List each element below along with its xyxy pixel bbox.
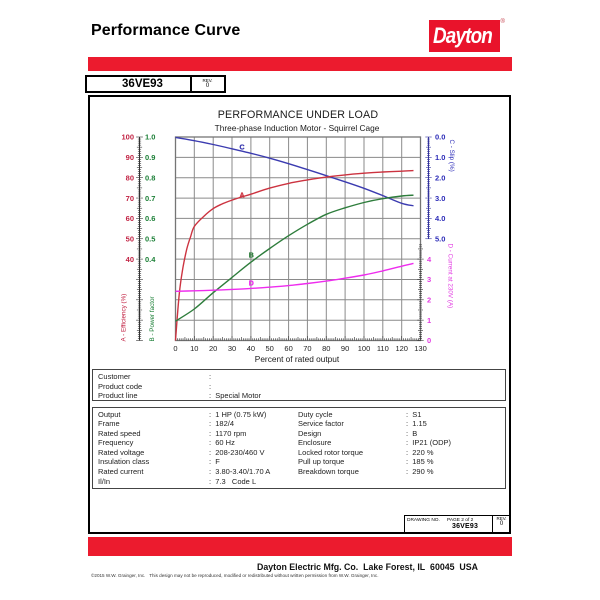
svg-text:110: 110: [377, 344, 389, 353]
svg-text:70: 70: [126, 194, 134, 203]
svg-text:90: 90: [341, 344, 349, 353]
svg-text:D - Current at 230V (A): D - Current at 230V (A): [447, 244, 454, 309]
svg-text:A - Efficiency (%): A - Efficiency (%): [121, 294, 128, 342]
svg-text:60: 60: [284, 344, 292, 353]
svg-text:D: D: [249, 281, 254, 288]
svg-text:30: 30: [228, 344, 236, 353]
svg-text:5.0: 5.0: [435, 235, 445, 244]
svg-text:C: C: [240, 145, 245, 152]
svg-text:4: 4: [427, 255, 432, 264]
svg-text:90: 90: [126, 153, 134, 162]
svg-text:3.0: 3.0: [435, 194, 445, 203]
svg-text:0.8: 0.8: [145, 173, 155, 182]
svg-text:40: 40: [247, 344, 255, 353]
svg-text:A: A: [240, 192, 245, 199]
svg-text:B - Power factor: B - Power factor: [149, 296, 156, 341]
svg-text:0.5: 0.5: [145, 235, 155, 244]
svg-text:80: 80: [322, 344, 330, 353]
svg-text:PERFORMANCE UNDER LOAD: PERFORMANCE UNDER LOAD: [218, 109, 379, 121]
svg-text:0: 0: [173, 344, 177, 353]
svg-text:50: 50: [126, 235, 134, 244]
svg-text:100: 100: [121, 133, 134, 142]
svg-text:0: 0: [427, 336, 431, 345]
svg-text:0.0: 0.0: [435, 133, 445, 142]
svg-text:Three-phase Induction Motor -: Three-phase Induction Motor - Squirrel C…: [215, 123, 380, 133]
svg-text:1: 1: [427, 316, 431, 325]
svg-text:40: 40: [126, 255, 134, 264]
svg-text:2: 2: [427, 296, 431, 305]
svg-text:0.7: 0.7: [145, 194, 155, 203]
svg-text:0.9: 0.9: [145, 153, 155, 162]
svg-text:0.6: 0.6: [145, 214, 155, 223]
svg-text:10: 10: [190, 344, 198, 353]
svg-text:130: 130: [414, 344, 427, 353]
svg-text:C - Slip (%): C - Slip (%): [448, 140, 455, 172]
svg-text:4.0: 4.0: [435, 214, 445, 223]
svg-text:20: 20: [209, 344, 217, 353]
svg-text:0.4: 0.4: [145, 255, 156, 264]
svg-text:Percent of rated output: Percent of rated output: [255, 354, 340, 364]
svg-text:70: 70: [303, 344, 311, 353]
svg-text:50: 50: [266, 344, 274, 353]
svg-text:3: 3: [427, 275, 431, 284]
svg-text:2.0: 2.0: [435, 173, 445, 182]
svg-text:120: 120: [395, 344, 408, 353]
svg-text:1.0: 1.0: [435, 153, 445, 162]
svg-text:100: 100: [358, 344, 371, 353]
svg-text:80: 80: [126, 173, 134, 182]
svg-text:B: B: [249, 253, 254, 260]
svg-text:60: 60: [126, 214, 134, 223]
svg-text:1.0: 1.0: [145, 133, 155, 142]
